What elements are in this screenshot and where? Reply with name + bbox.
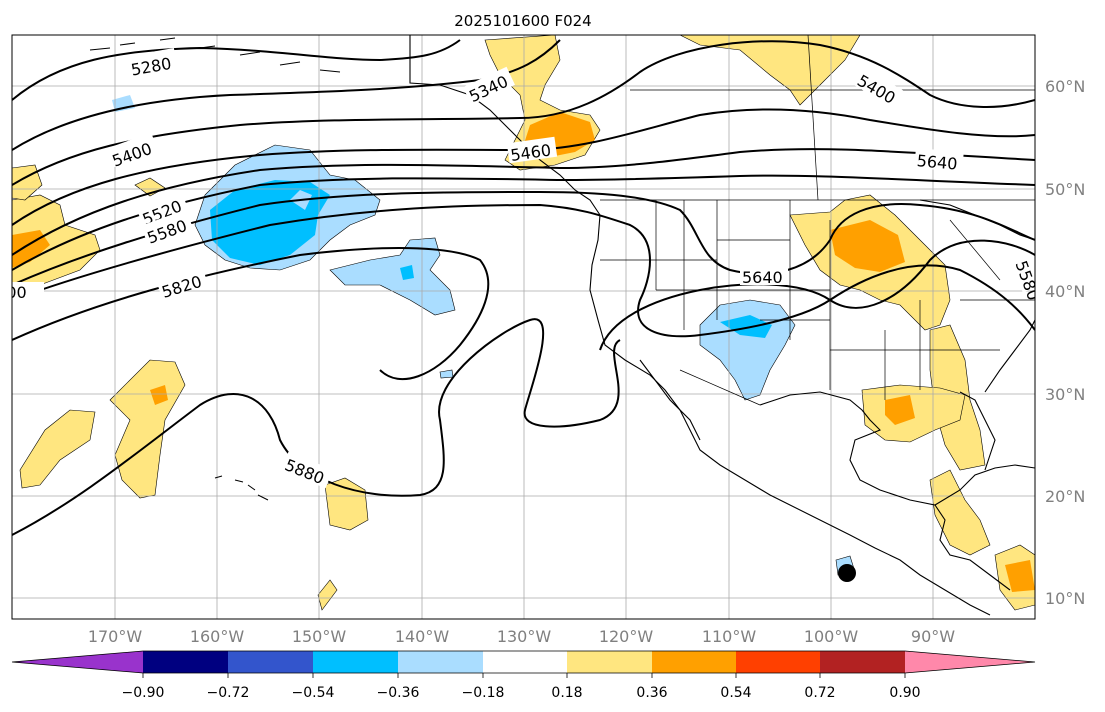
contour-5880 [12, 318, 621, 536]
contour-5520 [12, 148, 1035, 256]
map-title: 2025101600 F024 [454, 12, 591, 30]
colorbar-swatch [483, 651, 567, 673]
colorbar-tick-label: 0.36 [636, 685, 667, 701]
neg-region-east [329, 237, 456, 316]
pos-region-small-2 [317, 579, 338, 611]
pos-region-central-america-core [1005, 560, 1035, 592]
contour-5280 [12, 39, 461, 101]
lat-label: 10°N [1045, 589, 1085, 608]
lat-label: 40°N [1045, 282, 1085, 301]
coast-yucatan [934, 504, 1011, 591]
lon-label: 150°W [292, 627, 347, 646]
lon-label: 130°W [497, 627, 552, 646]
aleutian-islands [89, 37, 341, 73]
colorbar-tick-label: −0.36 [377, 685, 420, 701]
colorbar: −0.90 −0.72 −0.54 −0.36 −0.18 0.18 0.36 … [11, 650, 1036, 701]
lon-label: 110°W [702, 627, 757, 646]
colorbar-swatch [652, 651, 736, 673]
contour-5820 [12, 247, 490, 380]
contour-5340 [12, 39, 561, 151]
colorbar-swatch [313, 651, 398, 673]
pos-region-hawaii-central-core [150, 385, 168, 405]
lat-label: 60°N [1045, 77, 1085, 96]
colorbar-extend-low [12, 651, 143, 673]
map-area: 5280 5400 5520 5580 5820 5880 5640 5640 … [0, 35, 1035, 619]
colorbar-tick-label: 0.54 [720, 685, 751, 701]
lon-label: 160°W [190, 627, 245, 646]
colorbar-tick-label: 0.72 [804, 685, 835, 701]
positive-shading [12, 35, 1035, 611]
lat-label: 20°N [1045, 487, 1085, 506]
height-contours [12, 39, 1035, 536]
lon-label: 90°W [911, 627, 955, 646]
pos-region-gulf-coast-core [885, 395, 915, 425]
negative-shading [112, 95, 856, 576]
lat-label: 30°N [1045, 385, 1085, 404]
colorbar-swatch [736, 651, 820, 673]
colorbar-tick-label: −0.54 [292, 685, 335, 701]
pos-region-hawaii-west [19, 409, 96, 489]
lon-label: 100°W [804, 627, 859, 646]
colorbar-swatch [567, 651, 652, 673]
lon-label: 140°W [395, 627, 450, 646]
contour-label: 5700 [0, 283, 27, 302]
colorbar-tick-label: −0.90 [122, 685, 165, 701]
map-frame [11, 34, 1036, 620]
pos-region-great-lakes-core [830, 220, 905, 272]
marker-dot [838, 564, 856, 582]
contour-east-loop [599, 239, 1035, 351]
pos-region-canada [679, 35, 861, 106]
colorbar-swatch [398, 651, 483, 673]
contour-5640 [12, 190, 1035, 286]
contour-5460 [12, 108, 1035, 226]
latitude-labels: 60°N 50°N 40°N 30°N 20°N 10°N [1045, 77, 1085, 608]
coast-gulf [759, 391, 1035, 506]
colorbar-tick-label: −0.18 [462, 685, 505, 701]
colorbar-tick-label: 0.90 [889, 685, 920, 701]
coast-florida [959, 391, 996, 471]
colorbar-swatch [228, 651, 313, 673]
colorbar-tick-label: −0.72 [207, 685, 250, 701]
colorbar-swatch [820, 651, 905, 673]
pos-region-west-pacific-core [12, 230, 50, 268]
lon-label: 120°W [599, 627, 654, 646]
islands [89, 37, 341, 501]
colorbar-tick-label: 0.18 [551, 685, 582, 701]
lat-label: 50°N [1045, 180, 1085, 199]
contour-5400 [12, 40, 1035, 186]
lon-label: 170°W [88, 627, 143, 646]
contour-label: 5640 [916, 151, 958, 173]
colorbar-swatch [143, 651, 228, 673]
neg-region-southwest-core [720, 315, 772, 338]
longitude-labels: 170°W 160°W 150°W 140°W 130°W 120°W 110°… [88, 627, 955, 646]
contour-5700 [12, 203, 1035, 338]
coast-west-us [589, 214, 991, 616]
hawaii-islands [214, 475, 269, 501]
colorbar-extend-high [905, 651, 1035, 673]
neg-region-east-core [400, 265, 414, 280]
contour-label: 5640 [742, 268, 783, 287]
coast-baja [639, 359, 701, 441]
pos-region-caribbean [929, 469, 991, 556]
